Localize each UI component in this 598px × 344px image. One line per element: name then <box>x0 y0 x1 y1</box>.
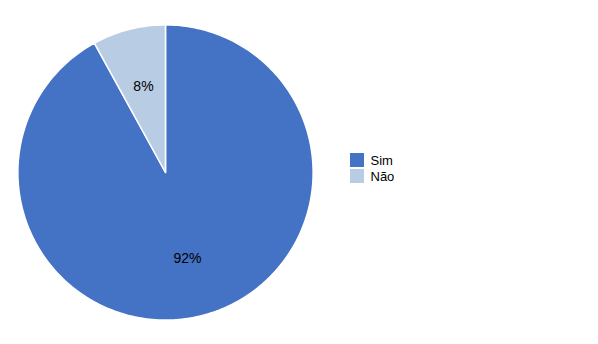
svg-text:92%: 92% <box>174 250 202 266</box>
svg-text:8%: 8% <box>133 78 153 94</box>
html-text:Sim: Sim <box>370 152 393 168</box>
html-text:Não: Não <box>370 168 395 184</box>
